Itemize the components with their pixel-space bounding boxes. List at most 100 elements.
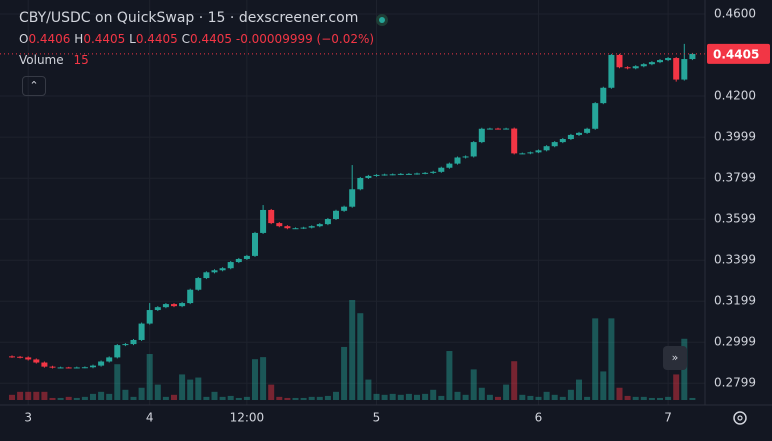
candle-body [316, 224, 323, 227]
volume-bar [373, 393, 380, 400]
candle-body [495, 128, 501, 130]
volume-bar [65, 396, 72, 400]
y-tick-label: 0.3199 [714, 294, 756, 308]
volume-bar [90, 393, 96, 400]
volume-bar [495, 396, 501, 400]
volume-bar [543, 391, 550, 400]
x-tick-label: 4 [146, 411, 154, 425]
high-value: 0.4405 [83, 32, 126, 46]
volume-bar [414, 394, 420, 400]
x-tick-label: 3 [24, 411, 32, 425]
volume-bar [657, 397, 663, 400]
low-key: L [129, 32, 136, 46]
volume-bar [519, 394, 526, 400]
y-tick-label: 0.3799 [714, 171, 756, 185]
candle-body [584, 128, 591, 133]
candle-body [357, 177, 364, 190]
x-tick-label: 7 [664, 411, 672, 425]
candle-body [114, 345, 121, 358]
volume-bar [584, 396, 591, 400]
grid [0, 0, 705, 405]
volume-bar [324, 395, 331, 400]
volume-bar [33, 391, 40, 400]
candle-body [195, 278, 202, 290]
volume-bar [154, 384, 161, 400]
volume-bar [114, 364, 121, 400]
volume-bar [122, 389, 129, 400]
x-tick-label: 12:00 [230, 411, 265, 425]
volume-bar [268, 384, 275, 400]
change-value: -0.00009999 (−0.02%) [235, 32, 375, 46]
candle-body [681, 59, 688, 80]
candle-body [41, 362, 48, 367]
candle-body [389, 174, 396, 176]
candle-body [373, 174, 380, 176]
volume-bar [486, 394, 493, 400]
candle-body [567, 134, 574, 140]
candle-body [559, 139, 566, 143]
volume-key: Volume [19, 53, 64, 67]
candle-body [219, 268, 226, 271]
volume-bar [430, 389, 437, 400]
candle-body [260, 209, 267, 233]
volume-bar [349, 300, 356, 400]
close-key: C [181, 32, 191, 46]
candle-body [146, 310, 153, 324]
settings-button[interactable] [730, 408, 750, 428]
candle-body [227, 262, 234, 269]
volume-bar [138, 387, 145, 400]
candle-body [462, 156, 469, 158]
volume-bar [49, 397, 56, 400]
volume-bar [25, 391, 32, 400]
volume-bar [203, 396, 210, 400]
y-tick-label: 0.2799 [714, 376, 756, 390]
collapse-button[interactable]: ⌃ [22, 76, 46, 96]
volume-bar [308, 396, 315, 400]
candle-body [65, 367, 72, 369]
y-tick-label: 0.4600 [714, 6, 756, 20]
volume-bar [503, 384, 510, 400]
volume-bar [470, 369, 477, 400]
scroll-button[interactable]: » [663, 346, 687, 370]
candle-body [57, 367, 64, 369]
volume-bar [535, 396, 542, 400]
volume-bar [527, 395, 534, 400]
last-price-box [707, 43, 770, 64]
volume-bar [276, 396, 283, 400]
candle-body [187, 289, 194, 304]
candle-body [657, 60, 663, 63]
volume-bar [187, 379, 194, 400]
candle-body [122, 344, 129, 346]
volume-bar [365, 379, 372, 400]
volume-bars [9, 300, 696, 400]
volume-bar [179, 374, 186, 400]
candle-body [33, 359, 40, 363]
candle-body [171, 304, 177, 307]
candle-body [292, 228, 299, 230]
candle-body [519, 153, 526, 155]
candle-body [665, 58, 672, 61]
candle-body [438, 167, 445, 172]
volume-bar [243, 396, 250, 400]
high-key: H [74, 32, 84, 46]
candle-body [9, 356, 15, 358]
volume-bar [422, 393, 429, 400]
candle-body [300, 227, 307, 229]
volume-bar [600, 371, 607, 400]
volume-bar [171, 394, 177, 400]
volume-bar [227, 395, 234, 400]
candle-body [486, 128, 493, 130]
volume-bar [106, 393, 113, 400]
volume-bar [397, 394, 404, 400]
volume-legend: Volume 15 [19, 53, 89, 67]
volume-bar [73, 397, 80, 400]
candle-body [324, 218, 331, 225]
volume-bar [576, 379, 582, 400]
candle-body [276, 223, 283, 227]
low-value: 0.4405 [135, 32, 178, 46]
candle-body [243, 255, 250, 259]
volume-bar [98, 391, 105, 400]
candle-body [25, 357, 32, 360]
